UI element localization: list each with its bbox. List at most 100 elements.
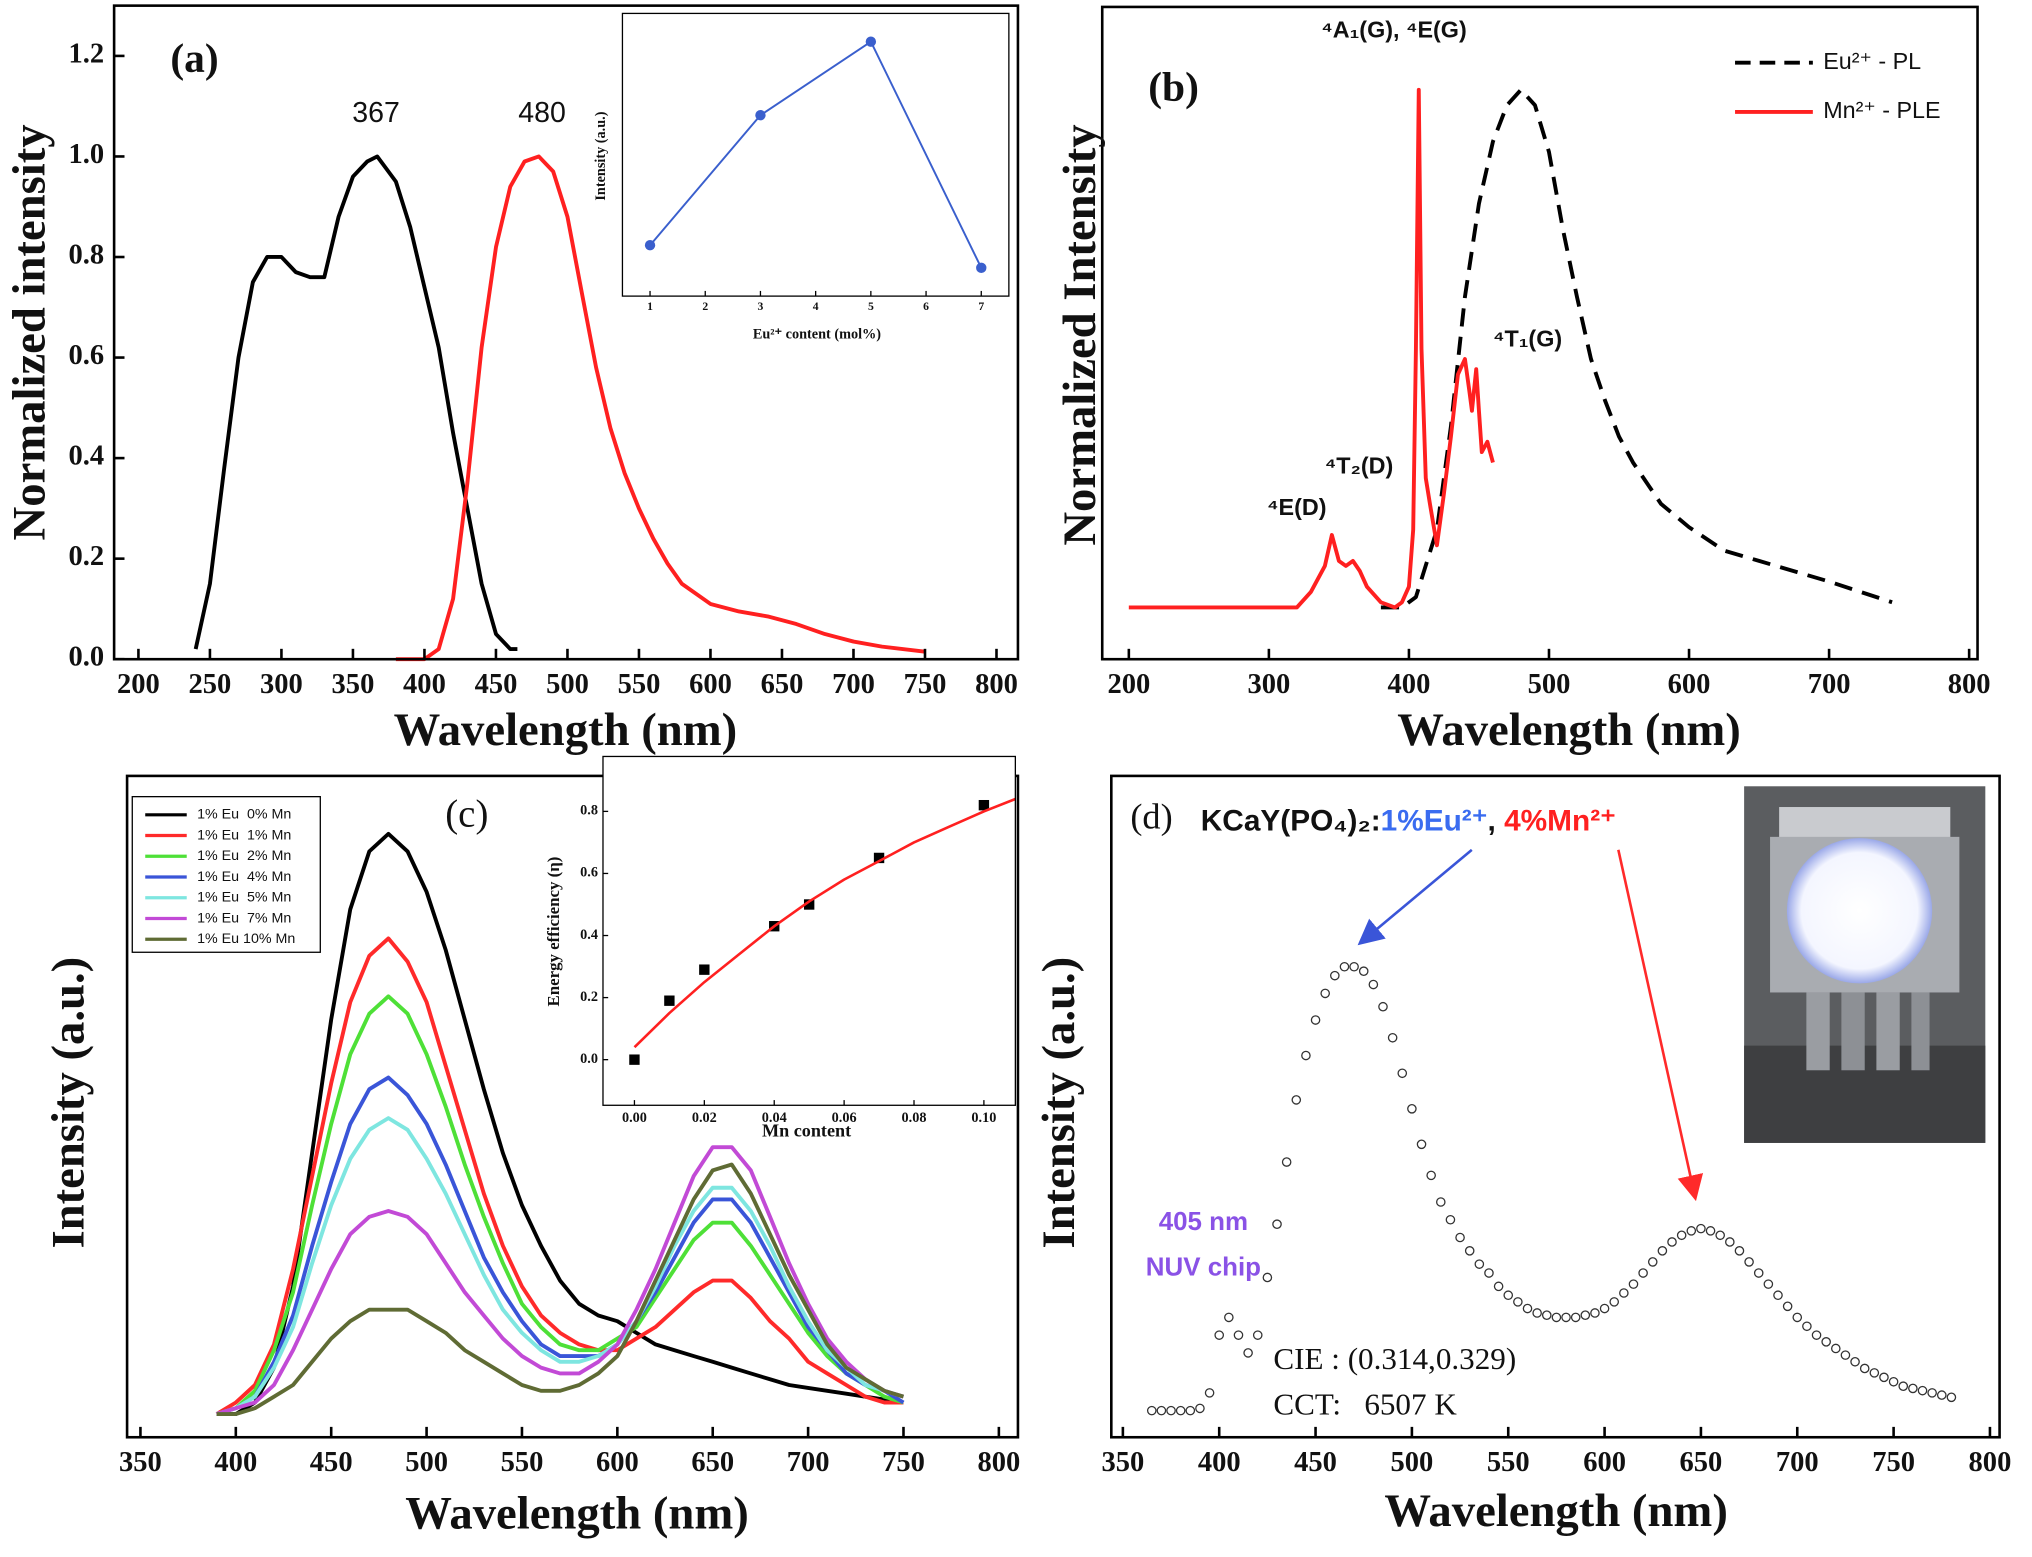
x-tick-label: 200 [117,669,160,700]
plot-frame [1100,5,1979,661]
data-point [1734,1246,1745,1256]
data-point [865,36,877,47]
series-line [216,1116,905,1416]
y-tick-label: 0.8 [580,803,598,819]
x-tick-label: 1 [647,300,653,313]
data-point [1358,966,1369,976]
data-point [1541,1310,1552,1320]
annotation: ⁴T₂(D) [1325,452,1394,478]
legend-label: 1% Eu 0% Mn [197,807,291,823]
x-tick-label: 600 [689,669,732,700]
data-point [1243,1348,1253,1358]
x-tick-label: 2 [702,300,708,313]
series-line [1128,87,1495,610]
panel-label: (d) [1130,796,1172,836]
legend-label: 1% Eu 4% Mn [197,869,291,885]
data-point [1301,1050,1311,1061]
data-point [1195,1403,1205,1414]
y-axis-label: Intensity (a.u.) [1033,957,1085,1249]
series-line [216,994,905,1416]
plot-area [622,13,1009,297]
data-point [1619,1288,1629,1298]
data-point [1522,1303,1533,1314]
panel-label: (a) [170,35,218,82]
data-point [1628,1279,1639,1289]
series-line [649,40,983,269]
data-point [1792,1312,1803,1323]
data-point [1936,1390,1947,1400]
data-point [1166,1405,1176,1416]
x-tick-label: 750 [904,669,947,700]
x-tick-label: 350 [1101,1447,1144,1478]
x-tick-label: 0.10 [971,1110,996,1126]
data-point [1146,1405,1157,1416]
plot-frame [125,774,1020,1439]
x-tick-label: 650 [1680,1447,1723,1478]
data-point [1484,1268,1494,1278]
data-point [1349,961,1359,972]
data-point [1657,1246,1668,1256]
x-tick-label: 500 [1528,669,1571,700]
annotation: CCT: 6507 K [1273,1387,1457,1422]
data-point [1753,1268,1764,1278]
data-point [1503,1290,1514,1301]
x-tick-label: 5 [868,300,874,313]
data-point [1570,1312,1581,1323]
data-point [1378,1001,1388,1012]
data-point [1339,961,1350,972]
series-line [395,154,926,662]
x-tick-label: 250 [189,669,232,700]
data-point [1686,1226,1697,1236]
data-point [1291,1095,1302,1105]
series-line [633,797,1016,1049]
x-tick-label: 400 [1198,1447,1241,1478]
x-tick-label: 800 [975,669,1018,700]
annotation: NUV chip [1146,1254,1261,1282]
x-tick-label: 300 [260,669,303,700]
data-point [1811,1330,1822,1340]
led-photo [1744,786,1986,1143]
x-tick-label: 7 [978,300,984,313]
data-point [1513,1297,1523,1307]
plot-frame [112,4,1020,661]
y-axis-label: Normalized intensity [3,124,55,540]
x-tick-label: 700 [1776,1447,1819,1478]
data-point [1368,979,1379,990]
data-point [755,110,766,121]
data-point [1532,1308,1542,1318]
x-axis-label: Wavelength (nm) [405,1487,749,1539]
legend-label: 1% Eu 1% Mn [197,827,291,843]
chart-panel: 1 2 3 4 5 6 7 Eu²⁺ content (mol%) Intensity (a.u… [593,12,1010,342]
data-point [629,1054,640,1065]
x-tick-label: 400 [403,669,446,700]
y-tick-label: 0.4 [580,927,598,943]
data-point [1474,1259,1485,1269]
series-line [193,154,518,652]
formula-part: , [1487,804,1504,837]
annotation: ⁴T₁(G) [1493,325,1562,351]
y-tick-label: 0.6 [68,340,104,371]
x-tick-label: 300 [1248,669,1291,700]
x-tick-label: 700 [787,1447,830,1478]
annotation: 480 [518,97,566,129]
data-point [1590,1308,1600,1318]
data-point [1946,1392,1957,1403]
data-point [1493,1281,1504,1292]
data-point [1782,1301,1793,1312]
data-point [1763,1279,1774,1289]
arrows [1357,848,1704,1202]
data-point [1773,1290,1783,1301]
y-tick-label: 0.6 [580,865,598,881]
data-point [1840,1350,1851,1360]
x-tick-label: 4 [813,300,819,313]
x-tick-label: 600 [596,1447,639,1478]
data-point [1233,1330,1244,1340]
y-tick-label: 0.2 [580,989,598,1005]
data-point [1185,1405,1196,1416]
data-point [1859,1363,1870,1374]
series-line [215,936,904,1416]
annotation: 367 [352,97,400,129]
annotation: ⁴A₁(G), ⁴E(G) [1321,17,1466,43]
x-tick-label: 650 [761,669,804,700]
x-tick-label: 200 [1107,669,1150,700]
